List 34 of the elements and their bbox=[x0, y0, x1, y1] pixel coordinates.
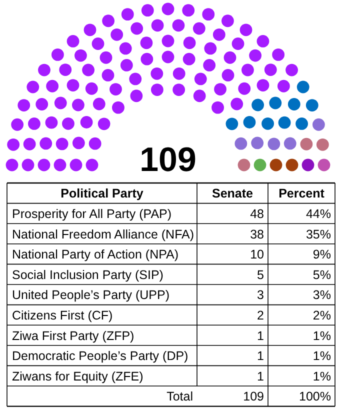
category-label: United People’s Party (UPP) bbox=[12, 288, 170, 302]
text: Total bbox=[166, 390, 193, 404]
data-label: 1% bbox=[312, 328, 331, 343]
data-label: 1 bbox=[257, 328, 264, 343]
text: 109 bbox=[243, 390, 264, 404]
category-label: Citizens First (CF) bbox=[12, 308, 113, 322]
category-label: Social Inclusion Party (SIP) bbox=[12, 268, 164, 282]
text: 109 bbox=[140, 141, 196, 179]
text: Percent bbox=[278, 186, 326, 201]
data-label: 38 bbox=[250, 227, 264, 242]
data-label: 1 bbox=[257, 349, 264, 364]
category-label: Ziwans for Equity (ZFE) bbox=[12, 369, 144, 384]
data-label: 5% bbox=[312, 268, 331, 282]
data-label: 48 bbox=[250, 206, 264, 221]
data-label: 1 bbox=[257, 369, 264, 384]
data-label: 2 bbox=[257, 308, 264, 322]
data-label: 1% bbox=[312, 369, 331, 384]
category-label: Democratic People’s Party (DP) bbox=[12, 349, 188, 364]
text: Political Party bbox=[60, 186, 144, 201]
data-label: 44% bbox=[306, 206, 331, 221]
data-label: 1% bbox=[312, 349, 331, 364]
text: Senate bbox=[212, 186, 254, 201]
data-label: 9% bbox=[312, 248, 331, 262]
category-label: National Freedom Alliance (NFA) bbox=[12, 227, 194, 242]
category-label: National Party of Action (NPA) bbox=[12, 248, 179, 262]
category-label: Prosperity for All Party (PAP) bbox=[12, 206, 172, 221]
category-label: Ziwa First Party (ZFP) bbox=[12, 328, 134, 343]
data-label: 35% bbox=[306, 227, 331, 242]
data-label: 3% bbox=[312, 288, 331, 302]
data-label: 3 bbox=[257, 288, 264, 302]
data-label: 10 bbox=[250, 248, 264, 262]
data-label: 5 bbox=[257, 268, 264, 282]
data-label: 2% bbox=[312, 308, 331, 322]
text: 100% bbox=[299, 390, 331, 404]
